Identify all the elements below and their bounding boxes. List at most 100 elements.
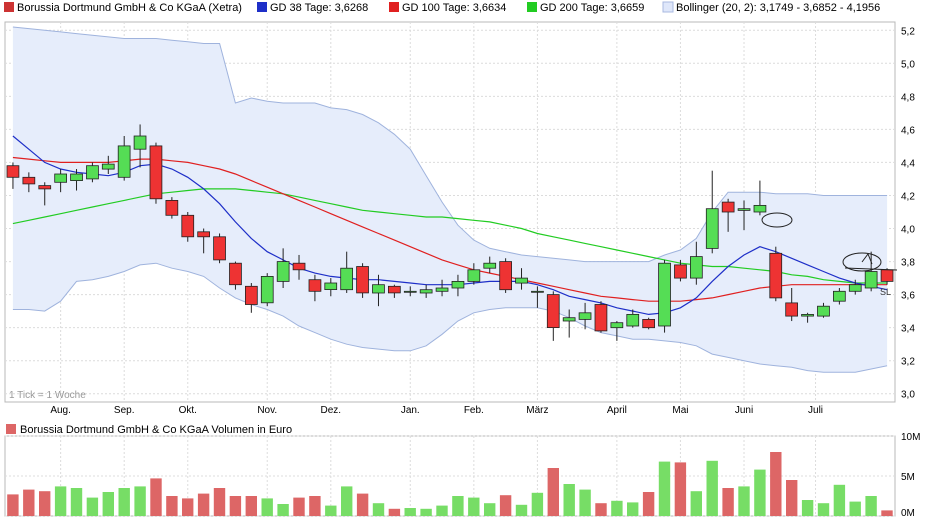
candles <box>6 124 894 341</box>
candle <box>70 169 83 191</box>
candle-body <box>22 176 36 185</box>
volume-bar <box>865 496 877 516</box>
volume-bar <box>261 498 273 516</box>
candle <box>133 124 147 168</box>
candle-body <box>340 267 354 291</box>
x-tick-label: April <box>607 405 627 416</box>
legend-label: GD 100 Tage: 3,6634 <box>402 2 506 14</box>
candle-body <box>546 294 560 329</box>
volume-y-tick-label: 0M <box>901 508 915 519</box>
candle <box>515 268 528 290</box>
legend-label: Bollinger (20, 2): 3,1749 - 3,6852 - 4,1… <box>676 2 880 14</box>
y-tick-label: 3,2 <box>901 357 915 368</box>
volume-bar <box>452 496 464 516</box>
x-tick-label: Juni <box>735 405 753 416</box>
candle-body <box>435 287 449 292</box>
candle <box>483 256 497 274</box>
candle-body <box>38 185 52 190</box>
candle-body <box>181 214 195 238</box>
volume-bar <box>627 502 639 516</box>
volume-bar <box>388 508 401 516</box>
candle <box>785 288 799 322</box>
legend-label: Borussia Dortmund GmbH & Co KGaA (Xetra) <box>17 2 242 14</box>
candle <box>674 259 687 282</box>
volume-bar <box>499 495 512 516</box>
legend-label: GD 200 Tage: 3,6659 <box>540 2 644 14</box>
stroke-mark <box>861 252 873 265</box>
candle <box>705 170 719 254</box>
candle-body <box>721 201 735 213</box>
volume-bar <box>436 505 448 516</box>
candle <box>149 142 163 204</box>
y-tick-label: 3,6 <box>901 291 915 302</box>
legend-swatch <box>527 2 537 12</box>
volume-bar <box>245 496 257 516</box>
y-tick-label: 4,2 <box>901 191 915 202</box>
candle-body <box>117 145 131 178</box>
candle-body <box>626 313 640 327</box>
x-tick-label: Okt. <box>179 405 197 416</box>
candle-body <box>690 256 703 279</box>
volume-bar <box>595 503 607 516</box>
volume-bar <box>531 492 544 516</box>
legend-swatch <box>257 2 267 12</box>
candle <box>181 212 195 242</box>
volume-bar <box>102 492 114 516</box>
volume-y-tick-label: 10M <box>901 432 920 443</box>
candle-body <box>817 305 830 317</box>
x-tick-label: Nov. <box>257 405 277 416</box>
candle-body <box>54 173 68 183</box>
volume-bar <box>611 500 623 516</box>
volume-bar <box>420 508 432 516</box>
volume-bar <box>229 496 242 516</box>
volume-bar <box>833 484 846 516</box>
volume-bar <box>515 504 528 516</box>
candle <box>387 284 401 298</box>
legend-item: GD 200 Tage: 3,6659 <box>527 2 644 14</box>
volume-bar <box>484 503 496 516</box>
volume-bar <box>197 493 210 516</box>
candle-body <box>610 322 624 329</box>
candle <box>308 274 322 302</box>
candle-body <box>483 262 497 269</box>
candle <box>38 182 52 206</box>
circle-mark <box>842 252 882 272</box>
candle-body <box>229 262 242 286</box>
candle-body <box>6 165 20 178</box>
candle-body <box>165 199 179 216</box>
candle-body <box>674 264 687 279</box>
volume-bar <box>213 488 226 516</box>
candle <box>101 155 115 174</box>
volume-bar <box>86 497 99 516</box>
candle-body <box>737 208 751 211</box>
volume-bar <box>770 452 782 516</box>
candle <box>546 291 560 341</box>
volume-bar <box>182 498 194 516</box>
candle <box>626 309 640 328</box>
volume-bar <box>722 488 734 516</box>
candle <box>276 248 290 288</box>
volume-bar <box>404 508 416 516</box>
volume-bar <box>356 493 369 516</box>
x-tick-label: Aug. <box>50 405 71 416</box>
volume-bar <box>754 469 766 516</box>
volume-bar <box>325 505 337 516</box>
candle-body <box>705 208 719 249</box>
candle-body <box>785 302 799 317</box>
x-tick-label: März <box>526 405 548 416</box>
candle <box>86 162 99 183</box>
volume-bar <box>817 503 830 516</box>
candle-body <box>515 277 528 284</box>
candle-body <box>70 173 83 181</box>
volume-bar <box>468 497 480 516</box>
candle <box>451 274 465 297</box>
candle <box>817 302 830 318</box>
candle-body <box>101 163 115 170</box>
candle <box>769 246 783 302</box>
volume-bar <box>7 494 19 516</box>
candle <box>213 233 226 264</box>
volume-bar <box>134 486 146 516</box>
candle-body <box>356 266 369 294</box>
candle <box>292 254 306 280</box>
volume-bar <box>70 488 83 516</box>
